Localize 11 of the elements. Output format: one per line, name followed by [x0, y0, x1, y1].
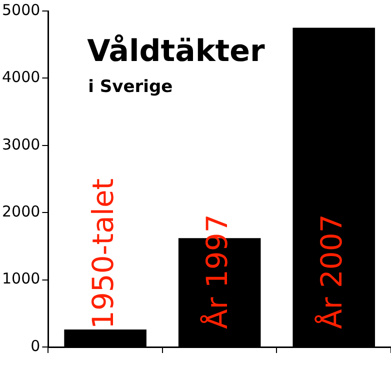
y-tick-label: 4000 — [2, 68, 40, 86]
text: Våldtäkter — [87, 34, 265, 69]
y-tick-label: 5000 — [2, 0, 40, 19]
x-tick-label: År 2007 — [314, 214, 348, 329]
x-tick-label: År 1997 — [200, 214, 234, 329]
y-tick-label: 1000 — [2, 270, 40, 288]
text: i Sverige — [88, 77, 173, 97]
y-tick-label: 3000 — [2, 135, 40, 154]
y-tick-label: 2000 — [2, 202, 40, 220]
x-tick-label: 1950-talet — [86, 178, 120, 329]
y-tick-label: 0 — [30, 336, 40, 355]
